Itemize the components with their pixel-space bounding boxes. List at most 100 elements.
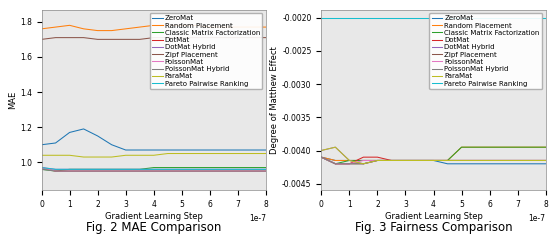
Random Placement (122, 27, 129, 30)
Text: Fig. 2 MAE Comparison: Fig. 2 MAE Comparison (86, 221, 222, 234)
PoissonMat (66, 170, 73, 173)
DotMat Hybrid (472, 159, 479, 162)
Line: PoissonMat: PoissonMat (321, 157, 546, 164)
Random Placement (542, 146, 549, 149)
PoissonMat (458, 159, 465, 162)
ParaMat (542, 159, 549, 162)
DotMat Hybrid (402, 159, 409, 162)
ZeroMat (66, 131, 73, 134)
Zipf Placement (109, 38, 115, 41)
PoissonMat (220, 170, 227, 173)
Classic Matrix Factorization (234, 166, 241, 169)
Zipf Placement (165, 36, 171, 39)
PoissonMat (402, 159, 409, 162)
ParaMat (388, 159, 395, 162)
PoissonMat (109, 170, 115, 173)
Line: ZeroMat: ZeroMat (42, 129, 266, 150)
Zipf Placement (94, 38, 101, 41)
Line: Zipf Placement: Zipf Placement (42, 38, 266, 39)
Classic Matrix Factorization (52, 170, 59, 173)
ParaMat (109, 156, 115, 159)
Zipf Placement (80, 36, 87, 39)
Classic Matrix Factorization (136, 168, 143, 171)
Text: 1e-7: 1e-7 (529, 214, 546, 223)
DotMat Hybrid (122, 168, 129, 171)
ParaMat (80, 156, 87, 159)
DotMat (234, 170, 241, 173)
Classic Matrix Factorization (220, 166, 227, 169)
DotMat Hybrid (444, 159, 451, 162)
Pareto Pairwise Ranking (332, 16, 338, 19)
ParaMat (402, 159, 409, 162)
Line: ParaMat: ParaMat (321, 147, 546, 164)
Random Placement (220, 26, 227, 29)
DotMat (263, 170, 269, 173)
Line: Classic Matrix Factorization: Classic Matrix Factorization (321, 147, 546, 164)
ParaMat (514, 159, 521, 162)
DotMat Hybrid (388, 159, 395, 162)
ZeroMat (136, 149, 143, 151)
DotMat (346, 162, 353, 165)
ZeroMat (220, 149, 227, 151)
Pareto Pairwise Ranking (388, 16, 395, 19)
DotMat Hybrid (416, 159, 423, 162)
Pareto Pairwise Ranking (458, 16, 465, 19)
Zipf Placement (374, 159, 381, 162)
Classic Matrix Factorization (66, 168, 73, 171)
DotMat Hybrid (165, 168, 171, 171)
ZeroMat (80, 128, 87, 130)
Random Placement (388, 159, 395, 162)
ParaMat (178, 152, 185, 155)
Pareto Pairwise Ranking (122, 168, 129, 171)
PoissonMat (263, 170, 269, 173)
DotMat (472, 159, 479, 162)
PoissonMat (444, 159, 451, 162)
PoissonMat Hybrid (165, 170, 171, 173)
Line: Classic Matrix Factorization: Classic Matrix Factorization (42, 168, 266, 171)
DotMat (486, 159, 493, 162)
PoissonMat Hybrid (458, 159, 465, 162)
Pareto Pairwise Ranking (207, 168, 213, 171)
ZeroMat (529, 162, 535, 165)
Random Placement (249, 26, 255, 29)
Random Placement (346, 159, 353, 162)
DotMat (388, 159, 395, 162)
PoissonMat (136, 170, 143, 173)
Zipf Placement (122, 38, 129, 41)
Zipf Placement (472, 159, 479, 162)
PoissonMat Hybrid (52, 170, 59, 173)
Line: PoissonMat Hybrid: PoissonMat Hybrid (42, 169, 266, 171)
DotMat Hybrid (80, 168, 87, 171)
DotMat Hybrid (38, 166, 45, 169)
DotMat Hybrid (136, 168, 143, 171)
ZeroMat (332, 159, 338, 162)
ZeroMat (416, 159, 423, 162)
Line: Random Placement: Random Placement (42, 25, 266, 31)
ParaMat (263, 152, 269, 155)
Classic Matrix Factorization (249, 166, 255, 169)
PoissonMat (514, 159, 521, 162)
ZeroMat (122, 149, 129, 151)
Y-axis label: MAE: MAE (8, 91, 17, 109)
DotMat Hybrid (192, 168, 199, 171)
DotMat (150, 170, 157, 173)
Line: DotMat Hybrid: DotMat Hybrid (321, 147, 546, 164)
DotMat (458, 159, 465, 162)
PoissonMat Hybrid (388, 159, 395, 162)
PoissonMat (318, 156, 325, 159)
DotMat (94, 170, 101, 173)
Y-axis label: Degree of Matthew Effect: Degree of Matthew Effect (270, 46, 279, 154)
Random Placement (402, 159, 409, 162)
Zipf Placement (514, 159, 521, 162)
Classic Matrix Factorization (500, 146, 507, 149)
PoissonMat Hybrid (360, 162, 367, 165)
ZeroMat (109, 143, 115, 146)
Pareto Pairwise Ranking (514, 16, 521, 19)
PoissonMat (430, 159, 437, 162)
PoissonMat (150, 170, 157, 173)
DotMat Hybrid (542, 159, 549, 162)
ZeroMat (192, 149, 199, 151)
ParaMat (165, 152, 171, 155)
Zipf Placement (207, 36, 213, 39)
ZeroMat (94, 134, 101, 137)
